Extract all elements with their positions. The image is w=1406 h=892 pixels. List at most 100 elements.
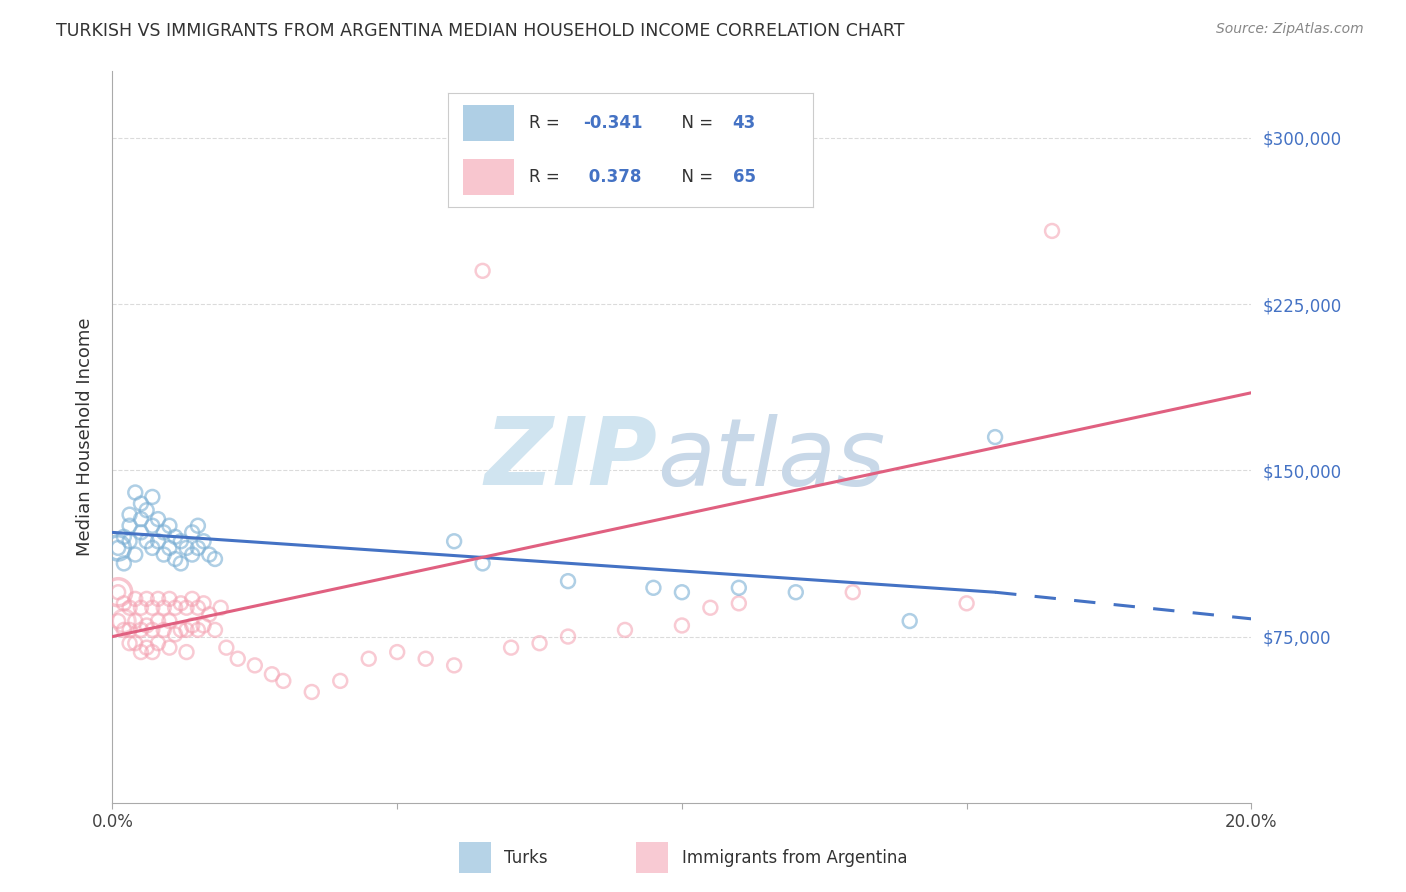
Point: [118, 636, 141, 650]
Point: [165, 552, 187, 566]
Y-axis label: Median Household Income: Median Household Income: [76, 318, 94, 557]
Point: [198, 548, 221, 562]
Point: [243, 658, 266, 673]
Point: [176, 645, 198, 659]
Point: [124, 485, 146, 500]
Point: [141, 600, 163, 615]
Point: [159, 591, 180, 606]
Point: [152, 623, 174, 637]
Point: [146, 591, 169, 606]
Point: [226, 651, 249, 665]
Point: [159, 541, 180, 555]
Point: [357, 651, 380, 665]
Point: [557, 574, 579, 589]
Point: [209, 600, 232, 615]
Point: [187, 518, 209, 533]
Point: [112, 596, 135, 610]
Point: [129, 645, 152, 659]
Point: [107, 585, 129, 599]
Point: [204, 552, 226, 566]
Point: [165, 627, 187, 641]
Point: [215, 640, 238, 655]
Point: [176, 541, 198, 555]
Point: [124, 591, 146, 606]
Point: [141, 623, 163, 637]
Point: [141, 490, 163, 504]
Point: [181, 591, 204, 606]
Point: [181, 548, 204, 562]
Point: [129, 623, 152, 637]
Text: atlas: atlas: [657, 414, 886, 505]
Point: [181, 618, 204, 632]
Point: [124, 614, 146, 628]
Point: [415, 651, 437, 665]
Point: [129, 525, 152, 540]
Point: [193, 534, 215, 549]
Point: [112, 557, 135, 571]
Point: [443, 658, 465, 673]
Point: [471, 557, 494, 571]
Point: [112, 623, 135, 637]
Point: [841, 585, 863, 599]
Point: [118, 623, 141, 637]
Point: [671, 585, 693, 599]
Point: [170, 534, 193, 549]
Point: [785, 585, 807, 599]
Point: [170, 623, 193, 637]
Point: [118, 600, 141, 615]
Point: [204, 623, 226, 637]
Point: [671, 618, 693, 632]
Point: [118, 518, 141, 533]
Point: [170, 557, 193, 571]
Point: [135, 503, 157, 517]
Point: [146, 534, 169, 549]
Point: [118, 508, 141, 522]
Text: TURKISH VS IMMIGRANTS FROM ARGENTINA MEDIAN HOUSEHOLD INCOME CORRELATION CHART: TURKISH VS IMMIGRANTS FROM ARGENTINA MED…: [56, 22, 904, 40]
Point: [107, 614, 129, 628]
Point: [176, 600, 198, 615]
Point: [135, 591, 157, 606]
Point: [118, 534, 141, 549]
Point: [984, 430, 1007, 444]
Point: [146, 512, 169, 526]
Point: [181, 525, 204, 540]
Point: [329, 673, 352, 688]
Point: [107, 585, 129, 599]
Point: [699, 600, 721, 615]
Point: [643, 581, 665, 595]
Point: [141, 541, 163, 555]
Point: [443, 534, 465, 549]
Point: [613, 623, 636, 637]
Point: [260, 667, 283, 681]
Point: [728, 596, 751, 610]
Point: [165, 530, 187, 544]
Point: [152, 525, 174, 540]
Point: [385, 645, 409, 659]
Point: [170, 596, 193, 610]
Point: [159, 518, 180, 533]
Point: [471, 264, 494, 278]
Point: [146, 636, 169, 650]
Point: [141, 518, 163, 533]
Point: [165, 600, 187, 615]
Point: [187, 623, 209, 637]
Point: [107, 541, 129, 555]
Point: [124, 548, 146, 562]
Point: [187, 600, 209, 615]
Point: [107, 541, 129, 555]
Point: [501, 640, 523, 655]
Point: [129, 497, 152, 511]
Point: [129, 600, 152, 615]
Point: [728, 581, 751, 595]
Point: [898, 614, 921, 628]
Point: [301, 685, 323, 699]
Point: [152, 548, 174, 562]
Point: [1040, 224, 1063, 238]
Point: [129, 512, 152, 526]
Point: [135, 534, 157, 549]
Point: [141, 645, 163, 659]
Point: [135, 640, 157, 655]
Point: [198, 607, 221, 622]
Point: [146, 614, 169, 628]
Text: ZIP: ZIP: [484, 413, 657, 505]
